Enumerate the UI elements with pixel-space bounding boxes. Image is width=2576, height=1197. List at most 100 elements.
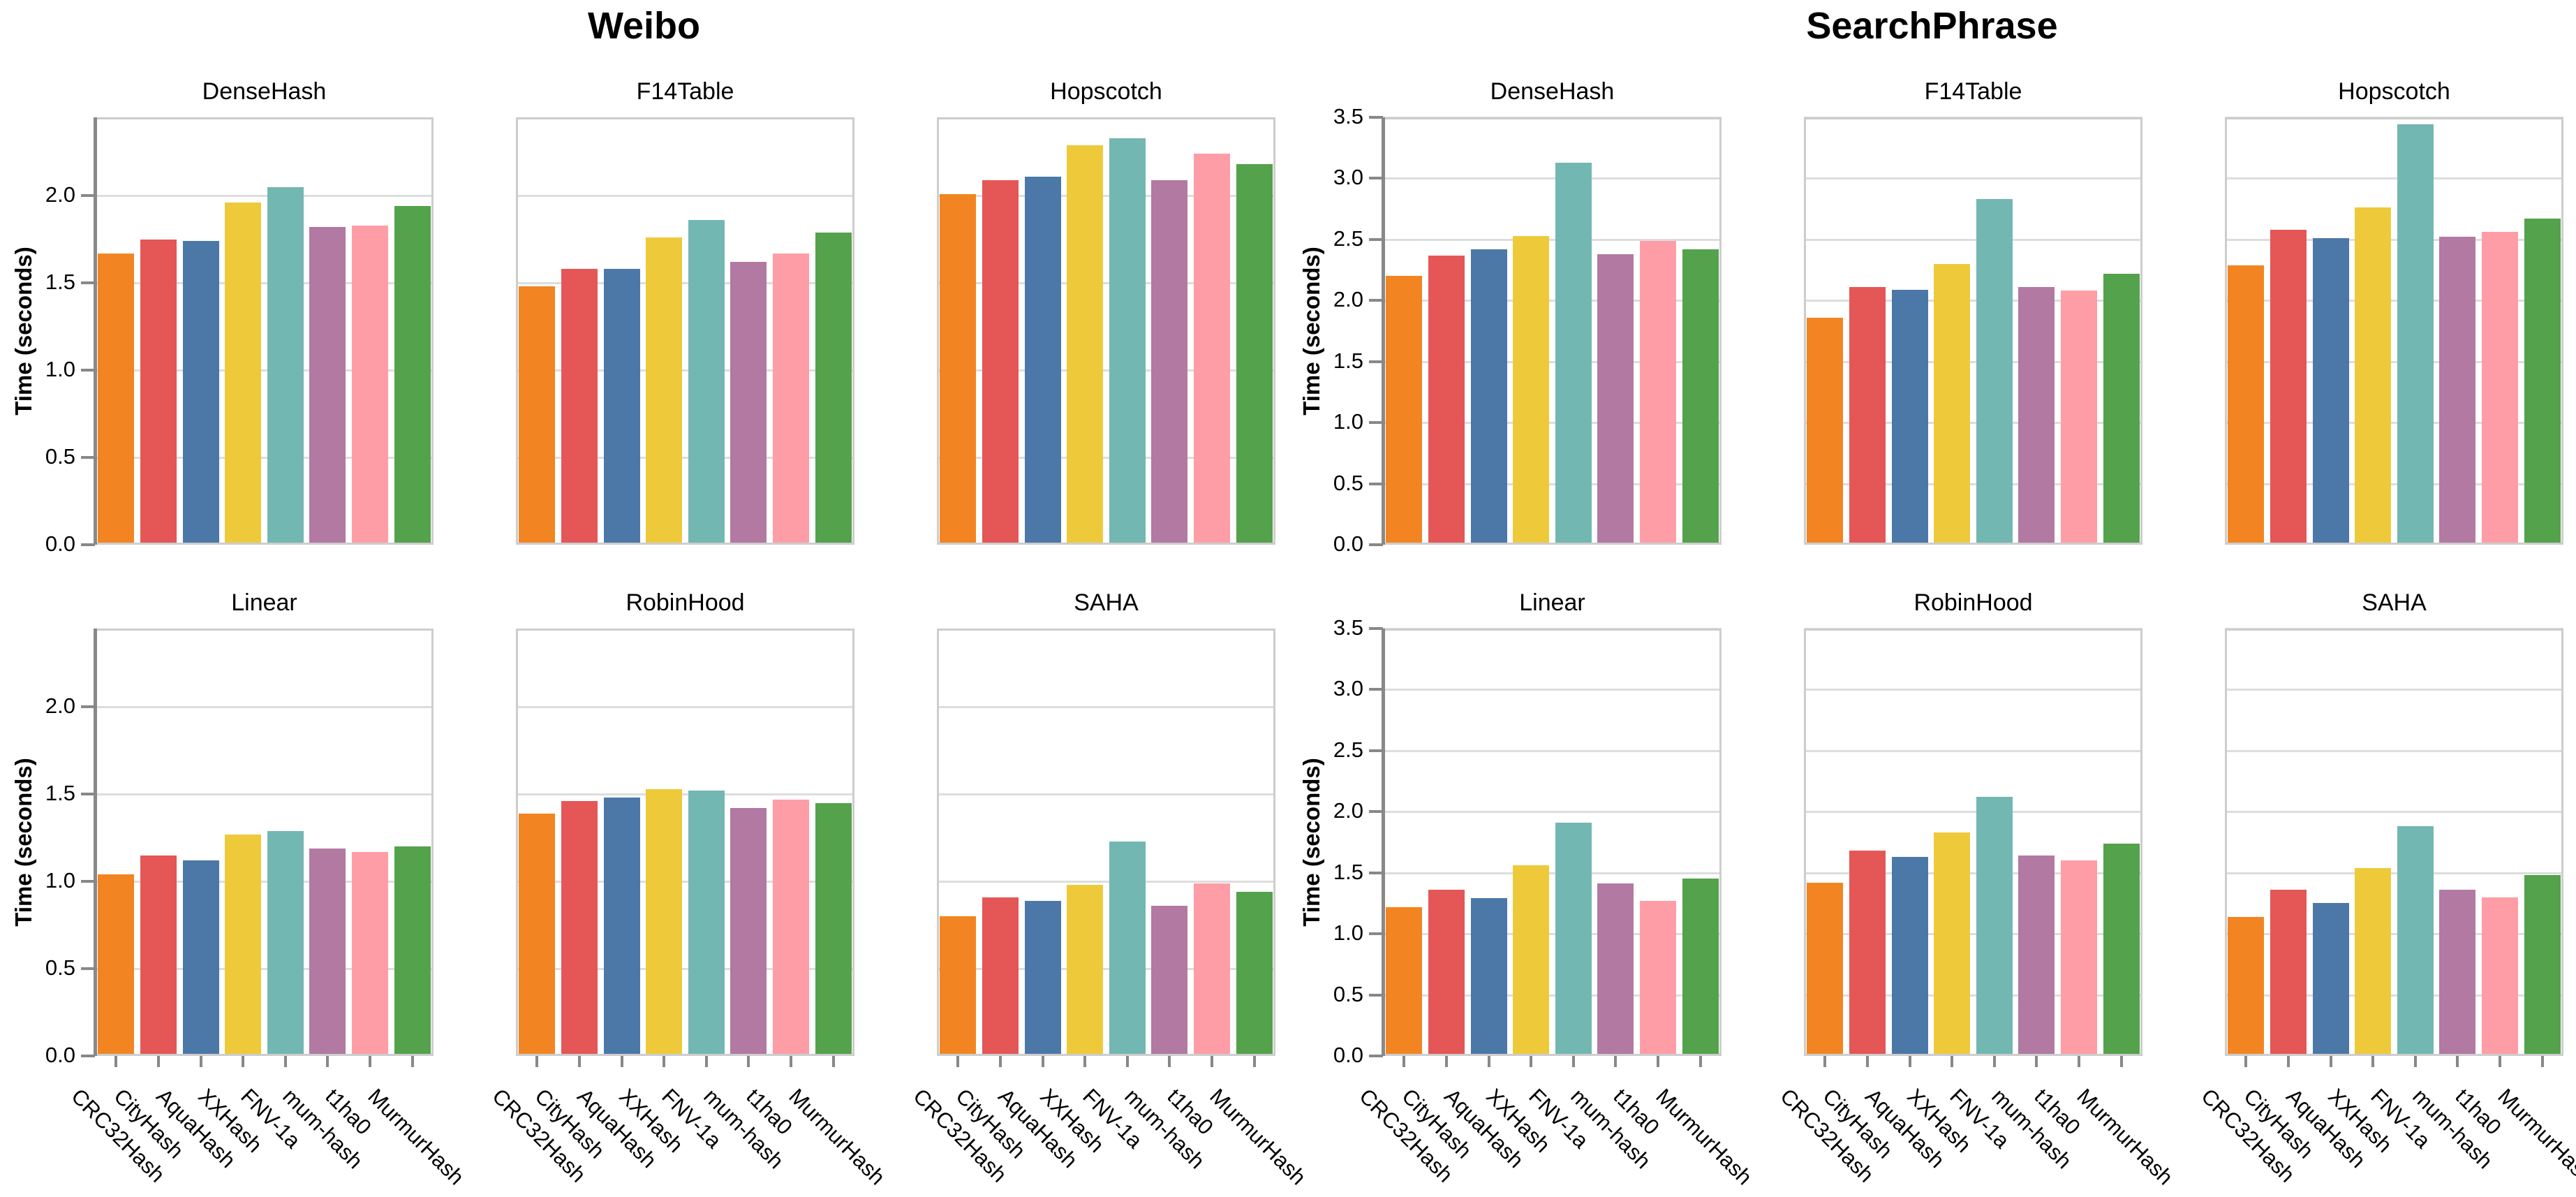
bar-MurmurHash [815, 803, 852, 1056]
gridline [2225, 872, 2563, 874]
bar-CRC32Hash [519, 814, 555, 1056]
bar-XXHash [1067, 885, 1103, 1056]
gridline [937, 968, 1275, 970]
gridline [95, 881, 434, 883]
y-tick-mark [81, 369, 95, 372]
gridline [1383, 811, 1722, 813]
bar-FNV-1a [2397, 124, 2434, 545]
gridline [1383, 689, 1722, 691]
plot-searchphrase-hopscotch [2225, 117, 2563, 545]
bar-CityHash [140, 240, 177, 545]
bar-mum-hash [2018, 287, 2055, 545]
bar-FNV-1a [1555, 823, 1592, 1056]
y-tick-label: 0.0 [1333, 531, 1363, 556]
gridline [516, 793, 854, 795]
bar-AquaHash [604, 269, 640, 545]
x-tick-mark [2287, 1056, 2290, 1067]
bar-CityHash [561, 269, 598, 545]
x-tick-mark [1042, 1056, 1044, 1067]
x-tick-mark [2499, 1056, 2501, 1067]
bar-FNV-1a [1976, 797, 2013, 1056]
bar-MurmurHash [2103, 844, 2140, 1056]
bar-MurmurHash [1236, 164, 1273, 545]
x-tick-mark [1993, 1056, 1996, 1067]
bar-mum-hash [309, 227, 346, 545]
x-tick-mark [1402, 1056, 1405, 1067]
bar-MurmurHash [1682, 879, 1719, 1056]
y-tick-label: 3.0 [1333, 676, 1363, 700]
gridline [937, 457, 1275, 459]
y-tick-mark [1369, 543, 1383, 546]
x-tick-mark [832, 1056, 835, 1067]
y-tick-mark [1369, 749, 1383, 752]
subplot-title: F14Table [1924, 78, 2022, 105]
bar-XXHash [2355, 868, 2391, 1056]
bar-XXHash [1513, 236, 1549, 545]
gridline [1804, 177, 2142, 179]
bar-XXHash [1513, 865, 1549, 1056]
y-tick-label: 2.0 [1333, 287, 1363, 311]
bar-t1ha0 [1640, 901, 1676, 1056]
x-tick-mark [1909, 1056, 1911, 1067]
y-tick-label: 0.5 [1333, 471, 1363, 495]
x-tick-mark [535, 1056, 538, 1067]
bar-CityHash [2270, 230, 2307, 545]
x-tick-mark [2120, 1056, 2123, 1067]
x-tick-mark [1168, 1056, 1171, 1067]
y-tick-label: 1.0 [45, 868, 75, 893]
bar-CRC32Hash [1807, 883, 1843, 1056]
gridline [95, 457, 434, 459]
y-tick-label: 2.0 [45, 182, 75, 207]
x-tick-mark [242, 1056, 244, 1067]
y-tick-mark [1369, 421, 1383, 424]
y-tick-label: 1.0 [1333, 409, 1363, 434]
bar-CityHash [982, 897, 1019, 1056]
gridline [2225, 994, 2563, 997]
plot-weibo-hopscotch [937, 117, 1275, 545]
gridline [2225, 361, 2563, 363]
gridline [2225, 483, 2563, 485]
y-tick-label: 3.5 [1333, 615, 1363, 640]
x-tick-mark [284, 1056, 287, 1067]
bar-MurmurHash [2103, 274, 2140, 545]
bar-CityHash [982, 180, 1019, 545]
y-tick-mark [1369, 177, 1383, 179]
plot-searchphrase-robinhood [1804, 628, 2142, 1067]
x-tick-mark [999, 1056, 1002, 1067]
subplot-title: Hopscotch [1050, 78, 1162, 105]
gridline [937, 881, 1275, 883]
gridline [1383, 239, 1722, 241]
bar-AquaHash [183, 860, 219, 1056]
bar-CityHash [1428, 256, 1465, 545]
subplot-title: Hopscotch [2338, 78, 2450, 105]
gridline [2225, 239, 2563, 241]
y-tick-mark [81, 281, 95, 284]
y-axis-spine [1382, 629, 1385, 1056]
bar-CRC32Hash [98, 874, 134, 1056]
plot-searchphrase-linear [1369, 627, 1722, 1067]
bar-CRC32Hash [1807, 318, 1843, 545]
bar-FNV-1a [1109, 138, 1146, 545]
bar-CityHash [1849, 287, 1886, 545]
y-tick-mark [1369, 360, 1383, 363]
bar-AquaHash [1471, 898, 1507, 1056]
gridline [937, 282, 1275, 284]
bar-XXHash [646, 789, 682, 1056]
bar-FNV-1a [688, 791, 725, 1056]
y-tick-mark [1369, 932, 1383, 935]
gridline [1804, 628, 2142, 630]
bar-AquaHash [2313, 238, 2349, 545]
gridline [1383, 422, 1722, 424]
x-tick-mark [326, 1056, 329, 1067]
x-tick-mark [2035, 1056, 2038, 1067]
bar-t1ha0 [1194, 883, 1230, 1056]
gridline [95, 282, 434, 284]
bar-XXHash [2355, 207, 2391, 545]
bar-mum-hash [2439, 237, 2475, 545]
bar-mum-hash [1151, 180, 1187, 545]
gridline [516, 195, 854, 197]
bar-CityHash [1849, 851, 1886, 1056]
plot-weibo-linear [81, 629, 434, 1067]
bar-AquaHash [1892, 290, 1928, 545]
bar-MurmurHash [1236, 892, 1273, 1056]
